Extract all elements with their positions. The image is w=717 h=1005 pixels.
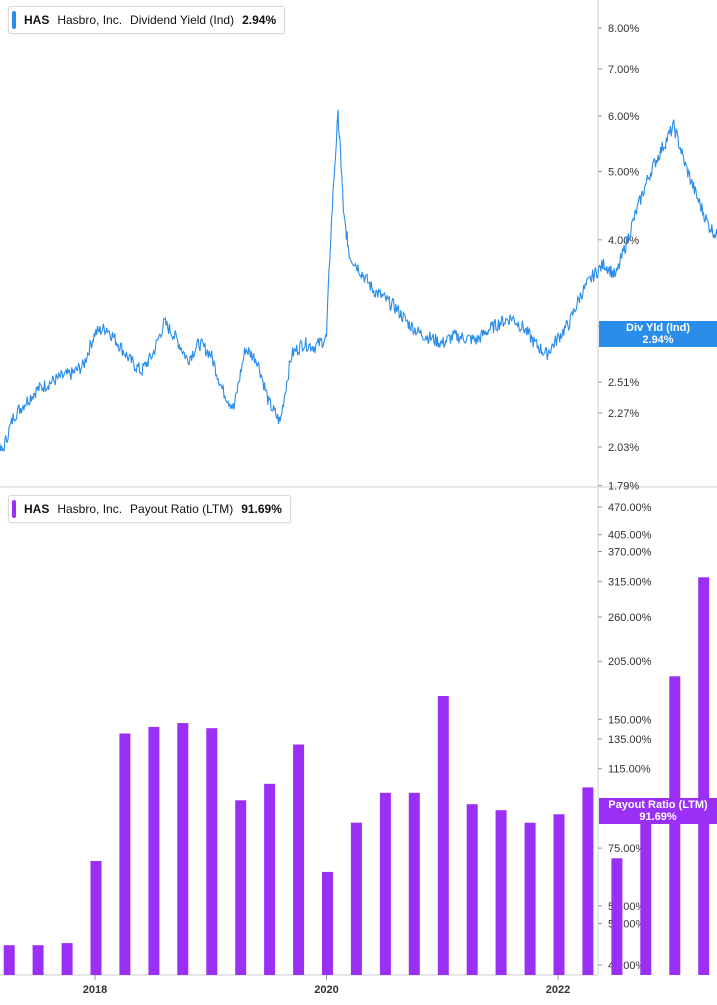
- payout-bar: [669, 676, 681, 975]
- payout-bar: [3, 945, 15, 975]
- payout-bar: [466, 804, 478, 975]
- payout-bar: [293, 744, 305, 975]
- payout-bar: [90, 861, 102, 975]
- payout-bar: [61, 943, 73, 975]
- series-color-marker: [12, 500, 16, 518]
- x-tick-label: 2018: [83, 984, 107, 996]
- payout-bar: [148, 726, 160, 975]
- yield-axis-tick-label: 1.79%: [608, 480, 639, 492]
- payout-axis-tick-label: 205.00%: [608, 656, 652, 668]
- dividend-yield-line: [0, 109, 717, 452]
- payout-axis-tick-label: 115.00%: [608, 764, 651, 776]
- x-tick-label: 2022: [546, 984, 570, 996]
- payout-bar: [322, 871, 333, 975]
- yield-axis-tick-label: 6.00%: [608, 111, 639, 123]
- yield-axis-tick-label: 2.03%: [608, 442, 639, 454]
- legend-ticker: HAS: [24, 502, 50, 516]
- payout-bar: [119, 733, 131, 975]
- payout-axis-tick-label: 75.00%: [608, 843, 646, 855]
- payout-axis-tick-label: 135.00%: [608, 734, 652, 746]
- payout-bar: [379, 792, 391, 975]
- legend-ticker: HAS: [24, 13, 50, 27]
- payout-bar: [611, 858, 623, 975]
- payout-axis-tick-label: 260.00%: [608, 612, 652, 624]
- payout-bar: [350, 822, 362, 975]
- payout-axis-tick-label: 470.00%: [608, 502, 652, 514]
- payout-bar: [32, 945, 44, 975]
- badge-label: Div Yld (Ind): [626, 322, 690, 334]
- payout-axis-tick-label: 405.00%: [608, 530, 652, 542]
- x-tick-label: 2020: [314, 984, 338, 996]
- payout-bar: [640, 804, 652, 975]
- payout-bar: [177, 723, 189, 975]
- badge-value: 2.94%: [642, 334, 674, 346]
- yield-axis-tick-label: 2.27%: [608, 408, 639, 420]
- badge-label: Payout Ratio (LTM): [608, 799, 708, 811]
- current-payout-badge: Payout Ratio (LTM) 91.69%: [599, 798, 717, 824]
- legend-metric: Payout Ratio (LTM): [130, 502, 234, 516]
- series-color-marker: [12, 11, 16, 29]
- payout-bar: [408, 792, 420, 975]
- payout-bar: [235, 800, 247, 975]
- yield-axis-tick-label: 7.00%: [608, 64, 639, 76]
- payout-bar: [264, 783, 276, 975]
- payout-bar: [206, 728, 218, 975]
- legend-metric: Dividend Yield (Ind): [130, 13, 235, 27]
- payout-bar: [553, 814, 565, 975]
- legend-value: 2.94%: [242, 13, 277, 27]
- payout-bar: [495, 810, 507, 975]
- payout-ratio-legend[interactable]: HAS Hasbro, Inc. Payout Ratio (LTM) 91.6…: [8, 495, 291, 523]
- payout-axis-tick-label: 315.00%: [608, 576, 652, 588]
- yield-axis-tick-label: 2.51%: [608, 377, 639, 389]
- yield-axis-tick-label: 5.00%: [608, 167, 639, 179]
- payout-bar: [437, 696, 449, 975]
- payout-bar: [524, 822, 536, 975]
- legend-company: Hasbro, Inc.: [57, 502, 123, 516]
- badge-value: 91.69%: [639, 811, 677, 823]
- payout-axis-tick-label: 370.00%: [608, 546, 652, 558]
- yield-axis-tick-label: 4.00%: [608, 235, 639, 247]
- payout-bar: [582, 787, 594, 975]
- yield-axis-tick-label: 8.00%: [608, 23, 639, 35]
- legend-company: Hasbro, Inc.: [57, 13, 123, 27]
- payout-axis-tick-label: 150.00%: [608, 714, 652, 726]
- current-yield-badge: Div Yld (Ind) 2.94%: [599, 321, 717, 347]
- legend-value: 91.69%: [241, 502, 282, 516]
- payout-bar: [698, 577, 710, 975]
- dividend-yield-legend[interactable]: HAS Hasbro, Inc. Dividend Yield (Ind) 2.…: [8, 6, 286, 34]
